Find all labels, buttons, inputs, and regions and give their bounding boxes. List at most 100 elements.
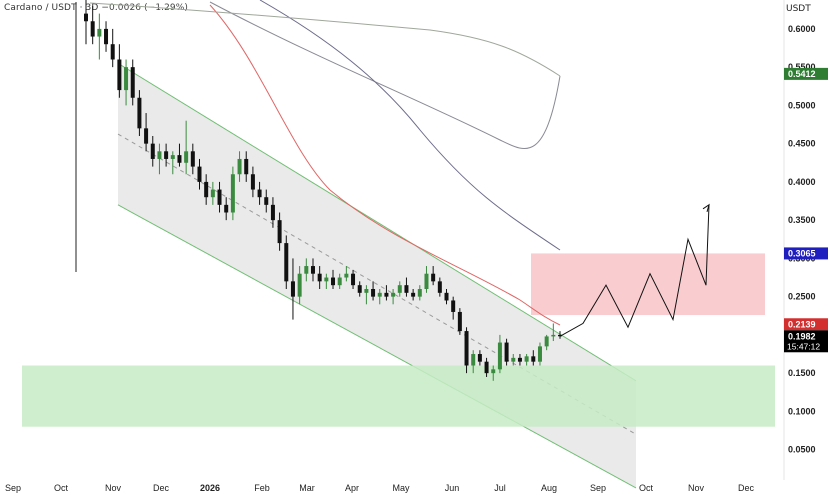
candle-body: [424, 273, 429, 289]
candle-body: [237, 158, 242, 175]
candle-body: [157, 151, 162, 159]
candle-body: [290, 281, 295, 297]
price-tick-label: 0.1000: [788, 406, 816, 416]
time-tick-label: Feb: [254, 483, 270, 493]
candle-body: [497, 342, 502, 370]
candle-body: [491, 369, 496, 374]
price-badge: [784, 318, 828, 331]
candle-body: [130, 67, 135, 98]
symbol-header: Cardano / USDT · 3D −0.0026 (−1.29%): [4, 3, 188, 13]
candle-body: [224, 204, 229, 213]
candle-body: [204, 181, 209, 198]
ma-200: [89, 2, 561, 77]
time-tick-label: Oct: [639, 483, 654, 493]
candle-body: [337, 277, 342, 286]
time-tick-label: Jul: [494, 483, 506, 493]
candle-body: [444, 292, 449, 301]
time-tick-label: Nov: [688, 483, 705, 493]
candle-body: [84, 13, 88, 22]
candle-body: [317, 273, 322, 282]
candle-body: [364, 289, 369, 293]
candle-body: [331, 277, 336, 286]
candle-body: [190, 151, 195, 167]
candle-body: [344, 273, 349, 278]
price-badge-label: 0.1982: [788, 331, 816, 341]
candle-body: [197, 166, 202, 182]
price-badge-label: 0.5412: [788, 69, 816, 79]
candle-body: [310, 266, 315, 274]
candle-body: [357, 285, 362, 293]
candle-body: [270, 204, 275, 221]
candle-body: [411, 292, 416, 297]
candle-body: [451, 300, 456, 312]
candle-body: [511, 357, 516, 362]
candle-body: [184, 151, 189, 163]
candle-body: [457, 311, 462, 332]
candle-body: [377, 292, 382, 297]
candle-body: [117, 59, 122, 91]
candle-body: [250, 174, 255, 190]
candle-body: [150, 143, 155, 159]
candle-body: [531, 356, 536, 362]
candle-body: [351, 273, 356, 286]
candle-body: [391, 292, 396, 297]
candle-body: [217, 189, 222, 205]
candle-body: [284, 243, 289, 282]
ma-mid: [259, 0, 561, 251]
price-badge: [784, 247, 828, 260]
candle-body: [484, 361, 489, 374]
candle-body: [177, 155, 182, 163]
candle-body: [297, 273, 302, 297]
projection-path: [559, 204, 710, 337]
candle-body: [544, 336, 549, 347]
candle-body: [124, 67, 129, 91]
candle-body: [437, 281, 442, 293]
candle-body: [417, 289, 422, 297]
candle-body: [244, 158, 249, 175]
candle-body: [110, 44, 115, 60]
candle-body: [371, 289, 376, 297]
time-tick-label: Sep: [590, 483, 606, 493]
candle-body: [210, 189, 215, 198]
candle-body: [144, 128, 149, 144]
resistance-zone: [531, 253, 765, 316]
channel-lower-line: [117, 204, 637, 489]
candle-body: [471, 354, 476, 366]
ma-long: [209, 1, 561, 150]
time-tick-label: Aug: [541, 483, 557, 493]
candle-body: [551, 334, 556, 337]
time-tick-label: Dec: [738, 483, 755, 493]
time-tick-label: Dec: [153, 483, 170, 493]
time-tick-label: Oct: [54, 483, 69, 493]
candle-body: [524, 356, 529, 362]
candle-body: [397, 285, 402, 293]
price-tick-label: 0.6000: [788, 24, 816, 34]
price-badge: [784, 330, 828, 353]
time-tick-label: Sep: [5, 483, 21, 493]
price-tick-label: 0.3500: [788, 215, 816, 225]
candle-body: [97, 28, 102, 37]
candle-body: [384, 292, 389, 297]
currency-label: USDT: [786, 4, 811, 14]
countdown-label: 15:47:12: [787, 341, 820, 351]
candle-body: [431, 273, 436, 282]
symbol-label: Cardano / USDT · 3D: [4, 3, 99, 13]
candle-body: [324, 277, 329, 282]
candle-body: [264, 197, 269, 205]
candle-body: [277, 220, 282, 244]
candle-body: [304, 266, 309, 274]
time-tick-label: Mar: [299, 483, 315, 493]
price-badge: [784, 67, 828, 80]
time-tick-label: Jun: [445, 483, 460, 493]
time-tick-label: Apr: [345, 483, 359, 493]
price-badge-label: 0.3065: [788, 248, 816, 258]
price-tick-label: 0.4000: [788, 177, 816, 187]
channel-upper-line: [117, 62, 637, 382]
candle-body: [464, 331, 469, 366]
price-badge-label: 0.2139: [788, 319, 816, 329]
support-zone: [22, 365, 775, 427]
candle-body: [404, 285, 409, 293]
price-tick-label: 0.2500: [788, 292, 816, 302]
